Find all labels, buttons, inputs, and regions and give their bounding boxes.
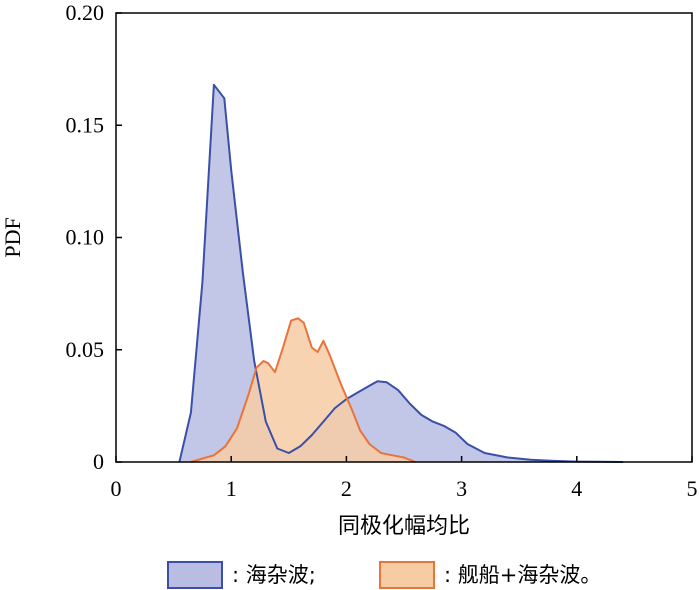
x-tick-label: 2 — [341, 476, 352, 501]
x-axis-title: 同极化幅均比 — [338, 514, 470, 539]
x-tick-label: 5 — [687, 476, 698, 501]
series-area-1 — [190, 318, 416, 462]
y-tick-label: 0.15 — [66, 112, 105, 137]
series-layer — [178, 83, 623, 463]
legend-swatch-sea-clutter — [167, 561, 223, 589]
series-line-0 — [178, 83, 623, 463]
x-tick-label: 0 — [111, 476, 122, 501]
tick-layer: 0 1 2 3 4 5 0 0.05 0.10 0.15 0.20 — [66, 0, 698, 501]
series-line-1 — [190, 317, 416, 463]
y-axis-title: PDF — [0, 217, 25, 257]
legend-label-ship-plus-sea-clutter: : 舰船+海杂波。 — [444, 563, 601, 587]
x-tick-label: 4 — [571, 476, 582, 501]
x-tick-label: 1 — [226, 476, 237, 501]
y-tick-label: 0.20 — [66, 0, 105, 25]
y-tick-label: 0.05 — [66, 337, 105, 362]
x-tick-label: 3 — [456, 476, 467, 501]
legend-label-sea-clutter: : 海杂波; — [232, 563, 316, 587]
series-area-0 — [179, 84, 623, 463]
legend-swatch-ship-plus-sea-clutter — [379, 561, 435, 589]
y-tick-label: 0 — [93, 449, 104, 474]
legend: : 海杂波; : 舰船+海杂波。 — [167, 561, 601, 589]
y-tick-label: 0.10 — [66, 225, 105, 250]
